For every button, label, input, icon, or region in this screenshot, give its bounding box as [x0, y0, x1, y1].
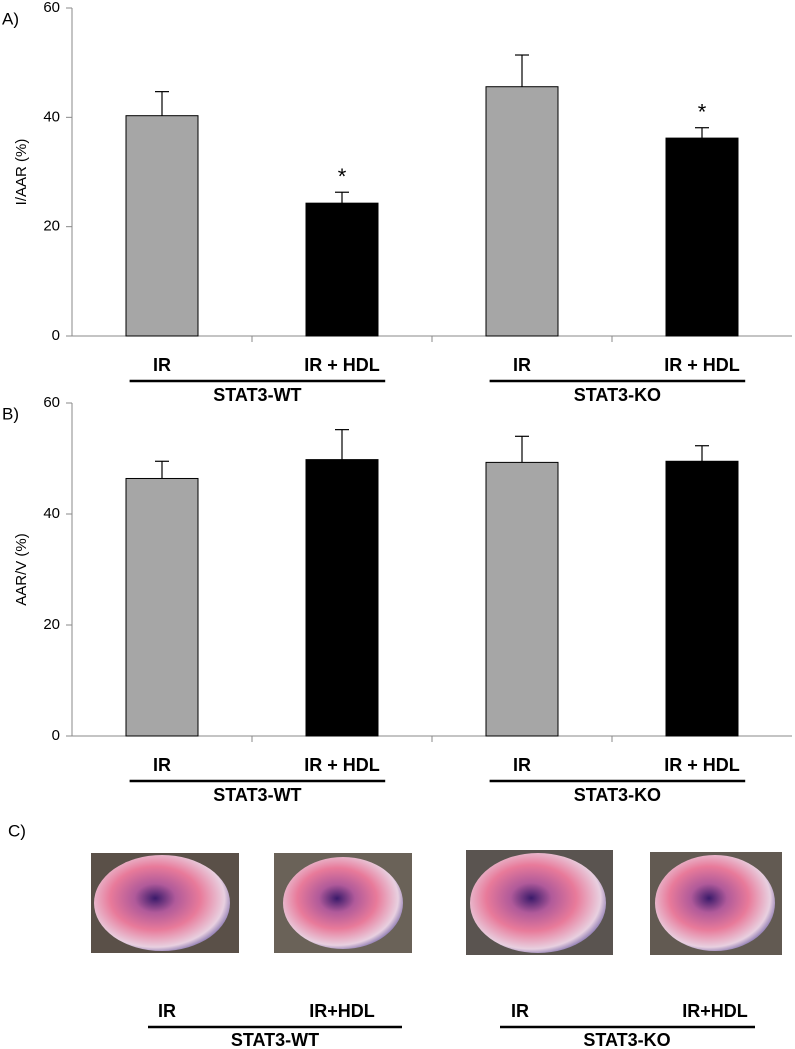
photo-label: IR — [158, 1001, 176, 1021]
photo-label: IR+HDL — [309, 1001, 375, 1021]
group-label: STAT3-KO — [574, 785, 661, 805]
bar — [125, 477, 199, 737]
group-label: STAT3-KO — [583, 1030, 670, 1049]
bar — [665, 137, 739, 337]
annotation: * — [698, 100, 707, 125]
annotation: * — [338, 164, 347, 189]
x-tick-label: IR + HDL — [664, 355, 740, 375]
x-tick-label: IR + HDL — [664, 755, 740, 775]
x-tick-label: IR — [153, 755, 171, 775]
group-label: STAT3-KO — [574, 385, 661, 405]
y-tick-label: 20 — [43, 616, 60, 633]
heart-slice — [283, 857, 403, 949]
y-tick-label: 60 — [43, 0, 60, 16]
y-axis-label: AAR/V (%) — [13, 533, 30, 606]
y-tick-label: 40 — [43, 505, 60, 522]
y-tick-label: 60 — [43, 394, 60, 411]
bar — [485, 461, 559, 737]
bar — [125, 115, 199, 337]
group-label: STAT3-WT — [231, 1030, 319, 1049]
panel-label: B) — [2, 404, 19, 423]
heart-slice — [655, 855, 775, 951]
y-tick-label: 40 — [43, 108, 60, 125]
panel-label: C) — [8, 821, 26, 840]
x-tick-label: IR — [513, 755, 531, 775]
y-axis-label: I/AAR (%) — [13, 139, 30, 206]
x-tick-label: IR — [153, 355, 171, 375]
x-tick-label: IR — [513, 355, 531, 375]
y-tick-label: 0 — [52, 327, 60, 344]
y-tick-label: 20 — [43, 218, 60, 235]
group-label: STAT3-WT — [213, 385, 301, 405]
group-label: STAT3-WT — [213, 785, 301, 805]
panel-label: A) — [2, 9, 19, 28]
x-tick-label: IR + HDL — [304, 355, 380, 375]
photo-label: IR+HDL — [682, 1001, 748, 1021]
bar — [305, 459, 379, 737]
x-tick-label: IR + HDL — [304, 755, 380, 775]
y-tick-label: 0 — [52, 727, 60, 744]
bar — [485, 86, 559, 337]
heart-slice — [470, 853, 606, 953]
heart-slice — [94, 855, 230, 951]
bar — [665, 460, 739, 737]
photo-label: IR — [511, 1001, 529, 1021]
photos — [91, 850, 782, 955]
bar — [305, 202, 379, 337]
